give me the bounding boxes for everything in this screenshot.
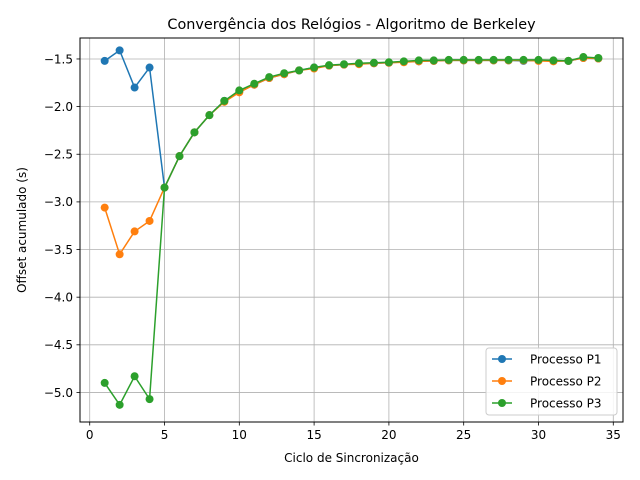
y-tick-label: −2.0 <box>44 100 73 114</box>
data-point-processo-p3 <box>444 55 453 64</box>
legend-label-processo-p3: Processo P3 <box>530 396 602 410</box>
data-point-processo-p3 <box>310 63 319 72</box>
x-tick-label: 0 <box>86 428 94 442</box>
x-tick-label: 25 <box>456 428 471 442</box>
series-layer <box>100 46 603 409</box>
data-point-processo-p3 <box>250 79 259 88</box>
series-line-processo-p3 <box>104 56 599 406</box>
x-tick-label: 10 <box>232 428 247 442</box>
y-tick-label: −4.5 <box>44 338 73 352</box>
data-point-processo-p3 <box>474 55 483 64</box>
data-point-processo-p2 <box>130 227 139 236</box>
data-point-processo-p3 <box>534 55 543 64</box>
x-tick-label: 20 <box>381 428 396 442</box>
data-point-processo-p3 <box>489 55 498 64</box>
data-point-processo-p3 <box>265 73 274 82</box>
data-point-processo-p3 <box>190 128 199 137</box>
x-tick-label: 15 <box>306 428 321 442</box>
legend-label-processo-p2: Processo P2 <box>530 374 602 388</box>
legend-frame <box>485 347 618 416</box>
data-point-processo-p3 <box>280 69 289 78</box>
data-point-processo-p3 <box>369 58 378 67</box>
axes-frame <box>79 37 624 423</box>
grid <box>80 38 623 422</box>
data-point-processo-p1 <box>145 63 154 72</box>
data-point-processo-p3 <box>414 56 423 65</box>
data-point-processo-p2 <box>100 203 109 212</box>
data-point-processo-p3 <box>504 55 513 64</box>
data-point-processo-p3 <box>354 59 363 68</box>
data-point-processo-p2 <box>145 216 154 225</box>
data-point-processo-p3 <box>160 183 169 192</box>
data-point-processo-p3 <box>429 56 438 65</box>
data-point-processo-p2 <box>115 250 124 259</box>
data-point-processo-p3 <box>594 54 603 63</box>
x-tick-label: 30 <box>531 428 546 442</box>
data-point-processo-p3 <box>519 55 528 64</box>
x-axis-title: Ciclo de Sincronização <box>284 451 419 465</box>
data-point-processo-p3 <box>384 58 393 67</box>
x-tick-label: 35 <box>606 428 621 442</box>
data-point-processo-p3 <box>549 56 558 65</box>
data-point-processo-p3 <box>340 60 349 69</box>
legend: Processo P1 Processo P2 Processo P3 <box>485 347 618 416</box>
data-point-processo-p3 <box>399 57 408 66</box>
y-tick-label: −1.5 <box>44 52 73 66</box>
data-point-processo-p3 <box>235 86 244 95</box>
chart-title: Convergência dos Relógios - Algoritmo de… <box>167 17 536 33</box>
data-point-processo-p1 <box>115 46 124 55</box>
legend-swatch-marker-processo-p1 <box>498 355 506 363</box>
data-point-processo-p3 <box>325 61 334 70</box>
y-tick-label: −2.5 <box>44 148 73 162</box>
x-tick-label: 5 <box>161 428 169 442</box>
y-tick-label: −3.0 <box>44 195 73 209</box>
y-tick-label: −5.0 <box>44 386 73 400</box>
data-point-processo-p3 <box>115 400 124 409</box>
legend-label-processo-p1: Processo P1 <box>530 352 602 366</box>
legend-swatch-marker-processo-p2 <box>498 377 506 385</box>
y-tick-label: −3.5 <box>44 243 73 257</box>
ticks: 0 5 10 15 20 25 30 35 −5.0 −4.5 −4.0 −3.5 −3.0 −2.5 −2… <box>44 52 621 442</box>
data-point-processo-p3 <box>459 55 468 64</box>
data-point-processo-p3 <box>205 111 214 120</box>
data-point-processo-p3 <box>145 395 154 404</box>
data-point-processo-p3 <box>579 53 588 62</box>
series-processo-p3 <box>100 53 603 409</box>
legend-swatch-marker-processo-p3 <box>498 399 506 407</box>
data-point-processo-p1 <box>100 56 109 65</box>
data-point-processo-p3 <box>564 56 573 65</box>
data-point-processo-p1 <box>130 83 139 92</box>
y-tick-label: −4.0 <box>44 290 73 304</box>
data-point-processo-p3 <box>220 96 229 105</box>
data-point-processo-p3 <box>175 152 184 161</box>
data-point-processo-p3 <box>100 378 109 387</box>
data-point-processo-p3 <box>295 66 304 75</box>
y-axis-title: Offset acumulado (s) <box>15 167 29 293</box>
data-point-processo-p3 <box>130 372 139 381</box>
